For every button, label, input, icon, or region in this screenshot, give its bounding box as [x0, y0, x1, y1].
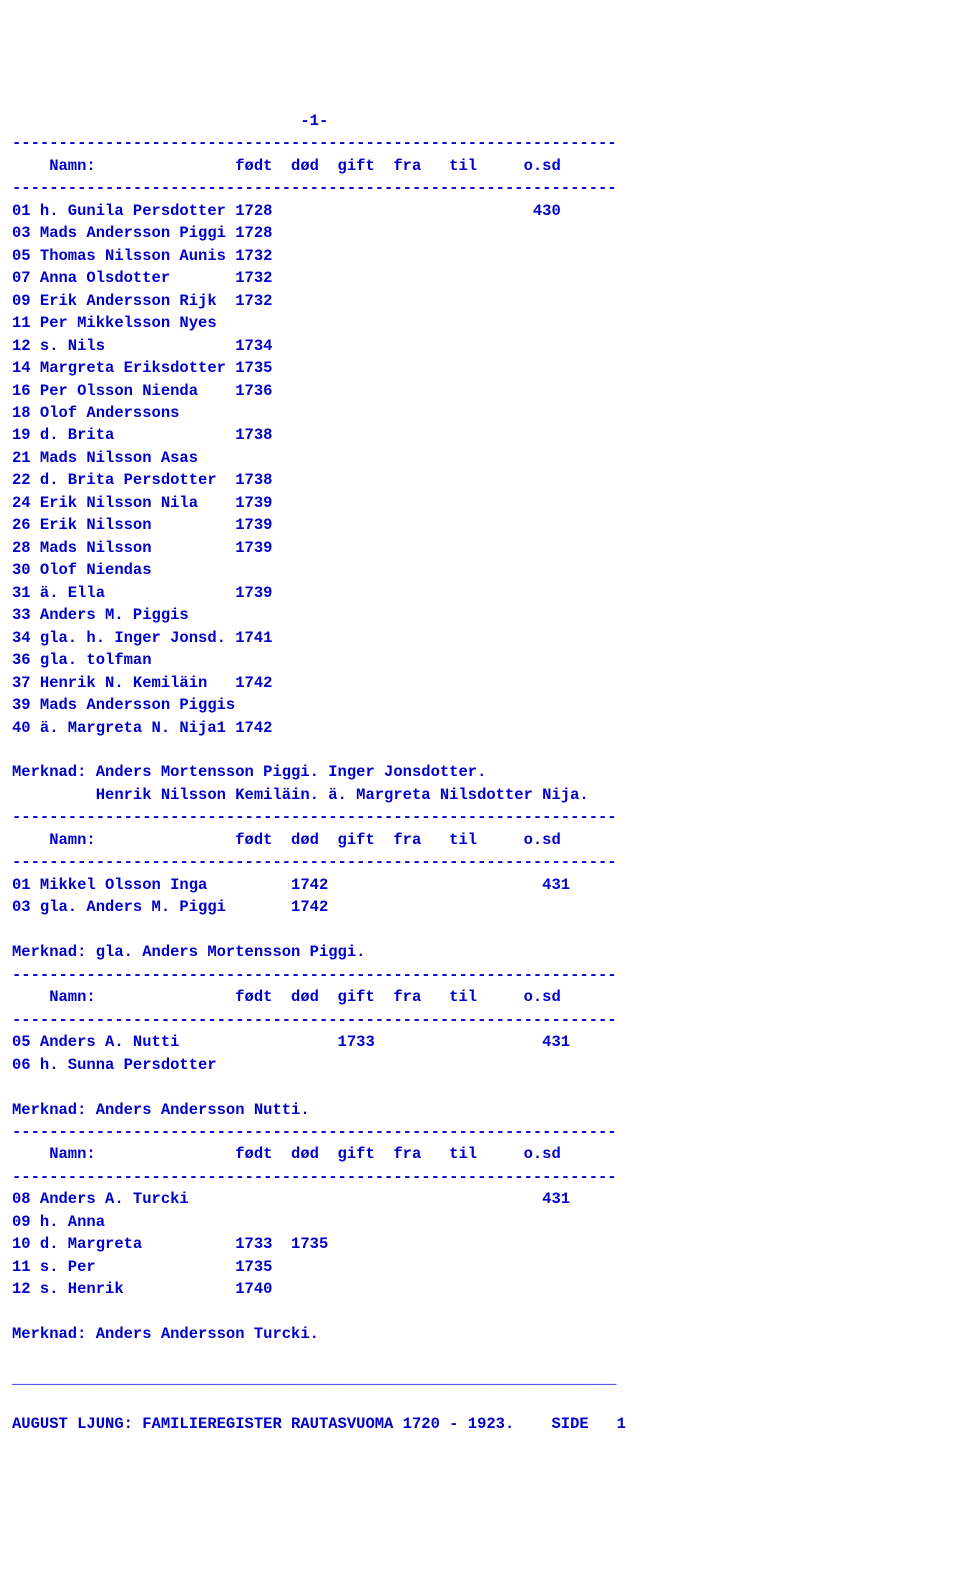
document-body: -1- ------------------------------------… [12, 110, 948, 1436]
